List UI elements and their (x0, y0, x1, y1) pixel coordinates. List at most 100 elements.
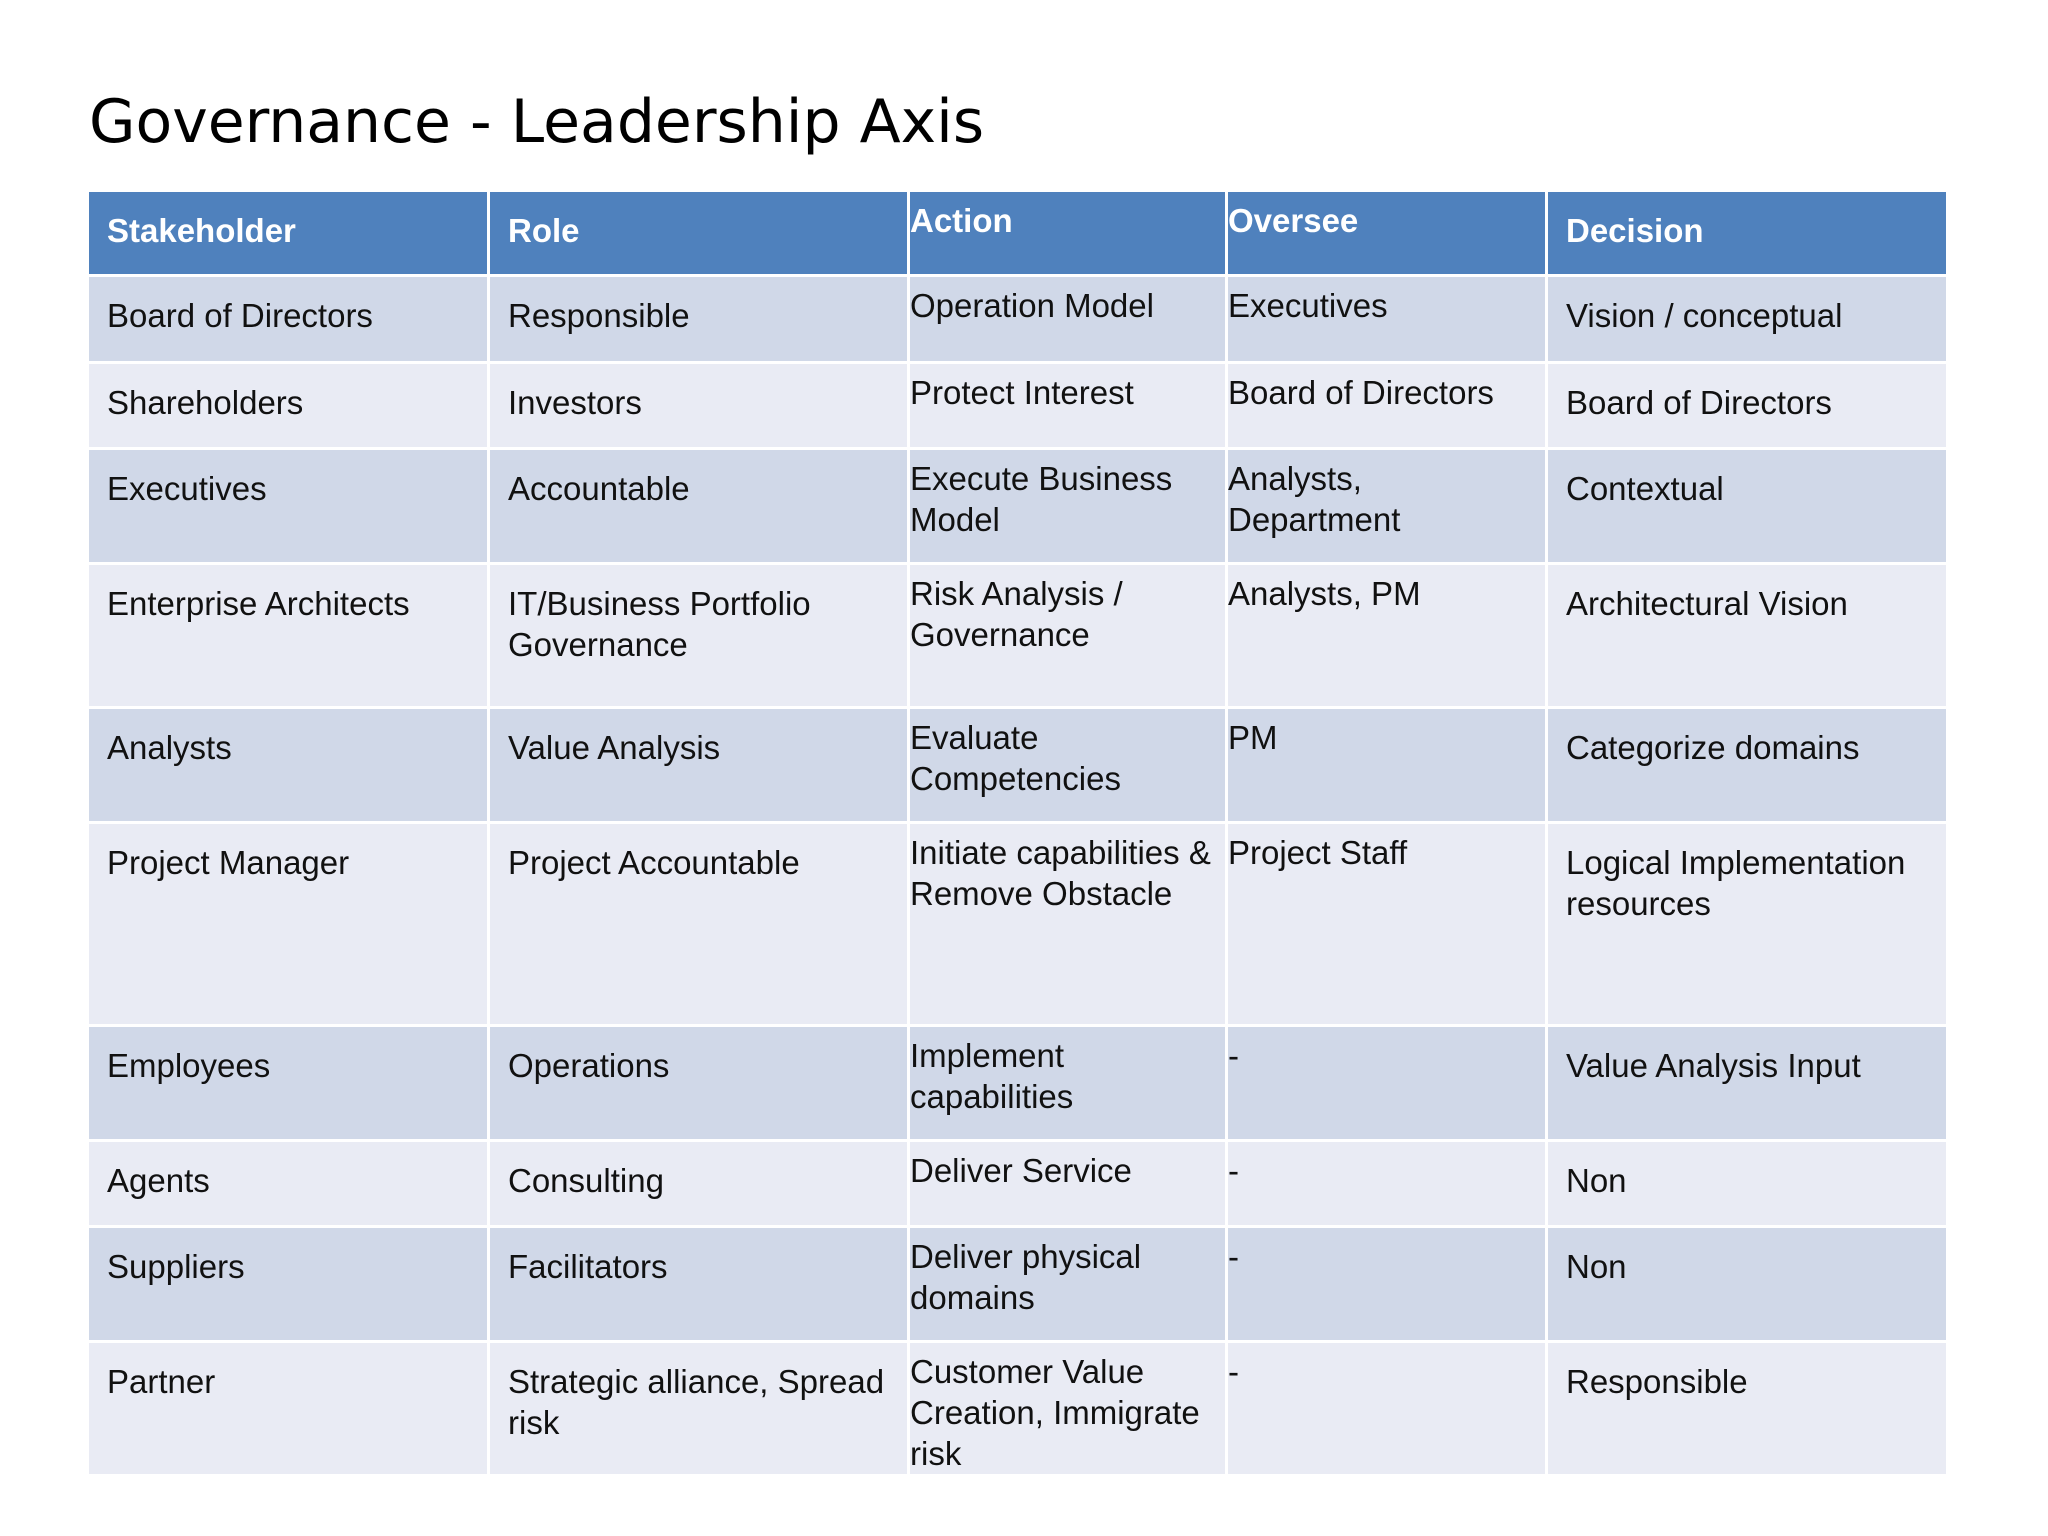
cell-role: Strategic alliance, Spread risk (487, 1340, 910, 1477)
table-row: Enterprise Architects IT/Business Portfol… (86, 562, 1949, 709)
cell-stakeholder: Board of Directors (86, 274, 490, 364)
cell-text: Project Accountable (508, 844, 800, 881)
cell-decision: Non (1545, 1225, 1949, 1343)
cell-text: Strategic alliance, Spread risk (508, 1363, 885, 1441)
cell-text: Investors (508, 384, 642, 421)
cell-text: Employees (107, 1047, 271, 1084)
cell-text: Project Manager (107, 844, 350, 881)
table-row: Agents Consulting Deliver Service - Non (86, 1139, 1949, 1228)
cell-decision: Responsible (1545, 1340, 1949, 1477)
table-body: Board of Directors Responsible Operation M… (86, 274, 1949, 1477)
cell-text: Categorize domains (1566, 729, 1860, 766)
cell-text: Analysts (107, 729, 232, 766)
cell-text: Operations (508, 1047, 670, 1084)
header-decision: Decision (1545, 189, 1949, 277)
table-row: Suppliers Facilitators Deliver physical do… (86, 1225, 1949, 1343)
header-action: Action (907, 189, 1228, 277)
cell-text: Deliver Service (910, 1152, 1132, 1189)
cell-text: - (1228, 1353, 1239, 1390)
cell-role: Investors (487, 361, 910, 450)
cell-text: Contextual (1566, 470, 1724, 507)
cell-stakeholder: Executives (86, 447, 490, 565)
cell-text: Vision / conceptual (1566, 297, 1843, 334)
table-row: Executives Accountable Execute Business Mo… (86, 447, 1949, 565)
cell-stakeholder: Enterprise Architects (86, 562, 490, 709)
cell-action: Execute Business Model (907, 447, 1228, 565)
cell-stakeholder: Agents (86, 1139, 490, 1228)
cell-role: Responsible (487, 274, 910, 364)
cell-decision: Vision / conceptual (1545, 274, 1949, 364)
cell-action: Risk Analysis / Governance (907, 562, 1228, 709)
cell-text: Customer Value Creation, Immigrate risk (910, 1353, 1200, 1472)
cell-text: Value Analysis (508, 729, 721, 766)
cell-text: - (1228, 1037, 1239, 1074)
cell-role: Operations (487, 1024, 910, 1142)
cell-text: Value Analysis Input (1566, 1047, 1861, 1084)
table-row: Employees Operations Implement capabilitie… (86, 1024, 1949, 1142)
cell-role: IT/Business Portfolio Governance (487, 562, 910, 709)
cell-decision: Categorize domains (1545, 706, 1949, 824)
cell-text: Facilitators (508, 1248, 668, 1285)
cell-decision: Value Analysis Input (1545, 1024, 1949, 1142)
table-row: Shareholders Investors Protect Interest Boa… (86, 361, 1949, 450)
cell-text: Board of Directors (107, 297, 373, 334)
cell-action: Customer Value Creation, Immigrate risk (907, 1340, 1228, 1477)
cell-text: Enterprise Architects (107, 585, 410, 622)
cell-role: Accountable (487, 447, 910, 565)
cell-text: Board of Directors (1566, 384, 1832, 421)
cell-stakeholder: Partner (86, 1340, 490, 1477)
cell-text: Shareholders (107, 384, 304, 421)
cell-decision: Logical Implementation resources (1545, 821, 1949, 1027)
cell-oversee: - (1225, 1225, 1548, 1343)
cell-text: Responsible (1566, 1363, 1748, 1400)
cell-oversee: PM (1225, 706, 1548, 824)
cell-role: Project Accountable (487, 821, 910, 1027)
cell-stakeholder: Shareholders (86, 361, 490, 450)
cell-role: Value Analysis (487, 706, 910, 824)
table-header-row: Stakeholder Role Action Oversee Decision (86, 189, 1949, 277)
cell-oversee: Analysts, Department (1225, 447, 1548, 565)
cell-stakeholder: Analysts (86, 706, 490, 824)
cell-oversee: Analysts, PM (1225, 562, 1548, 709)
cell-text: Architectural Vision (1566, 585, 1848, 622)
governance-table-container: Stakeholder Role Action Oversee Decision… (86, 189, 1949, 1477)
cell-oversee: Executives (1225, 274, 1548, 364)
cell-text: Non (1566, 1162, 1627, 1199)
cell-stakeholder: Employees (86, 1024, 490, 1142)
cell-decision: Contextual (1545, 447, 1949, 565)
table-row: Project Manager Project Accountable Initia… (86, 821, 1949, 1027)
cell-text: Executives (1228, 287, 1388, 324)
cell-oversee: Board of Directors (1225, 361, 1548, 450)
cell-action: Initiate capabilities & Remove Obstacle (907, 821, 1228, 1027)
cell-text: Deliver physical domains (910, 1238, 1142, 1316)
cell-text: Consulting (508, 1162, 664, 1199)
slide-title: Governance - Leadership Axis (89, 87, 985, 157)
cell-text: Execute Business Model (910, 460, 1173, 538)
cell-oversee: Project Staff (1225, 821, 1548, 1027)
header-role: Role (487, 189, 910, 277)
cell-action: Operation Model (907, 274, 1228, 364)
cell-text: PM (1228, 719, 1278, 756)
cell-oversee: - (1225, 1024, 1548, 1142)
cell-text: Analysts, Department (1228, 460, 1401, 538)
governance-table: Stakeholder Role Action Oversee Decision… (86, 189, 1949, 1477)
cell-action: Implement capabilities (907, 1024, 1228, 1142)
cell-text: Agents (107, 1162, 210, 1199)
cell-text: IT/Business Portfolio Governance (508, 585, 811, 663)
cell-text: Executives (107, 470, 267, 507)
cell-text: Analysts, PM (1228, 575, 1421, 612)
cell-text: - (1228, 1152, 1239, 1189)
cell-text: Project Staff (1228, 834, 1408, 871)
cell-text: Board of Directors (1228, 374, 1494, 411)
cell-action: Deliver Service (907, 1139, 1228, 1228)
header-oversee: Oversee (1225, 189, 1548, 277)
cell-text: Operation Model (910, 287, 1154, 324)
cell-text: Non (1566, 1248, 1627, 1285)
cell-text: - (1228, 1238, 1239, 1275)
cell-oversee: - (1225, 1340, 1548, 1477)
cell-text: Implement capabilities (910, 1037, 1074, 1115)
cell-text: Initiate capabilities & Remove Obstacle (910, 834, 1211, 912)
cell-action: Protect Interest (907, 361, 1228, 450)
header-stakeholder: Stakeholder (86, 189, 490, 277)
cell-role: Facilitators (487, 1225, 910, 1343)
